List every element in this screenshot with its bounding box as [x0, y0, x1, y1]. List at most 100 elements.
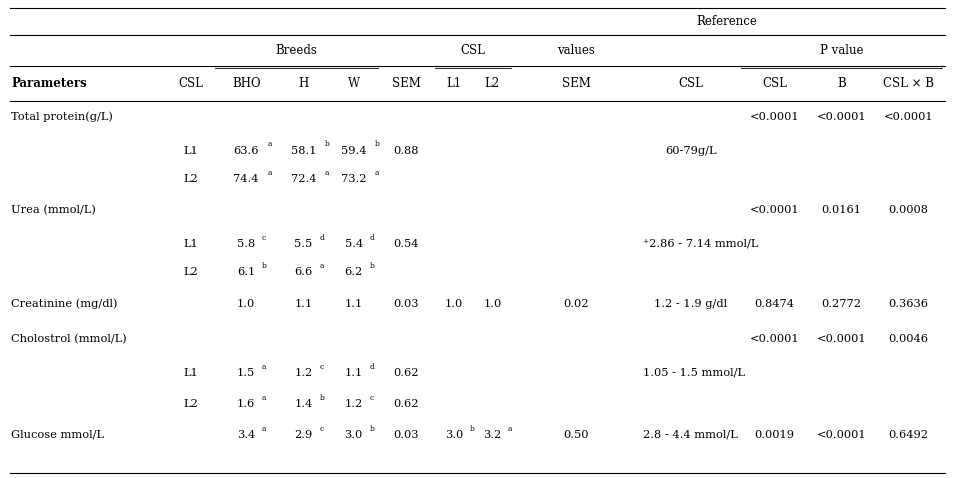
Text: 3.0: 3.0 — [344, 430, 363, 440]
Text: b: b — [369, 425, 375, 433]
Text: SEM: SEM — [392, 77, 421, 90]
Text: d: d — [319, 234, 324, 241]
Text: 1.1: 1.1 — [344, 368, 363, 378]
Text: 0.2772: 0.2772 — [821, 299, 861, 308]
Text: CSL: CSL — [179, 77, 204, 90]
Text: a: a — [262, 363, 267, 370]
Text: 1.6: 1.6 — [237, 399, 255, 409]
Text: 1.05 - 1.5 mmol/L: 1.05 - 1.5 mmol/L — [643, 368, 746, 378]
Text: 0.02: 0.02 — [563, 299, 589, 308]
Text: 5.8: 5.8 — [237, 239, 255, 249]
Text: a: a — [267, 169, 272, 177]
Text: 1.2 - 1.9 g/dl: 1.2 - 1.9 g/dl — [654, 299, 728, 308]
Text: <0.0001: <0.0001 — [816, 430, 866, 440]
Text: b: b — [369, 262, 375, 270]
Text: 1.0: 1.0 — [483, 299, 502, 308]
Text: 1.4: 1.4 — [294, 399, 313, 409]
Text: c: c — [319, 363, 323, 370]
Text: c: c — [369, 394, 374, 402]
Text: H: H — [298, 77, 309, 90]
Text: a: a — [375, 169, 380, 177]
Text: CSL: CSL — [762, 77, 787, 90]
Text: 72.4: 72.4 — [291, 174, 316, 184]
Text: BHO: BHO — [232, 77, 260, 90]
Text: <0.0001: <0.0001 — [816, 112, 866, 122]
Text: a: a — [267, 141, 272, 148]
Text: c: c — [319, 425, 323, 433]
Text: 3.0: 3.0 — [445, 430, 464, 440]
Text: 0.03: 0.03 — [394, 430, 419, 440]
Text: <0.0001: <0.0001 — [750, 112, 799, 122]
Text: L2: L2 — [485, 77, 500, 90]
Text: 1.1: 1.1 — [294, 299, 313, 308]
Text: CSL: CSL — [678, 77, 704, 90]
Text: b: b — [375, 141, 380, 148]
Text: <0.0001: <0.0001 — [816, 335, 866, 344]
Text: 1.2: 1.2 — [294, 368, 313, 378]
Text: L2: L2 — [184, 174, 199, 184]
Text: 6.1: 6.1 — [237, 268, 255, 277]
Text: 0.62: 0.62 — [394, 399, 419, 409]
Text: Reference: Reference — [696, 15, 757, 28]
Text: 0.54: 0.54 — [394, 239, 419, 249]
Text: b: b — [470, 425, 475, 433]
Text: 6.6: 6.6 — [294, 268, 313, 277]
Text: 73.2: 73.2 — [341, 174, 366, 184]
Text: 0.8474: 0.8474 — [754, 299, 794, 308]
Text: 1.1: 1.1 — [344, 299, 363, 308]
Text: <0.0001: <0.0001 — [883, 112, 933, 122]
Text: a: a — [324, 169, 329, 177]
Text: values: values — [557, 43, 595, 57]
Text: 74.4: 74.4 — [233, 174, 259, 184]
Text: 0.0008: 0.0008 — [888, 206, 928, 215]
Text: L1: L1 — [184, 146, 199, 155]
Text: 0.50: 0.50 — [563, 430, 589, 440]
Text: 2.9: 2.9 — [294, 430, 313, 440]
Text: c: c — [262, 234, 266, 241]
Text: b: b — [324, 141, 330, 148]
Text: 59.4: 59.4 — [341, 146, 366, 155]
Text: 5.5: 5.5 — [294, 239, 313, 249]
Text: 0.88: 0.88 — [394, 146, 419, 155]
Text: L2: L2 — [184, 399, 199, 409]
Text: B: B — [836, 77, 846, 90]
Text: 60-79g/L: 60-79g/L — [665, 146, 716, 155]
Text: L1: L1 — [184, 239, 199, 249]
Text: 2.8 - 4.4 mmol/L: 2.8 - 4.4 mmol/L — [643, 430, 738, 440]
Text: W: W — [348, 77, 359, 90]
Text: L1: L1 — [446, 77, 462, 90]
Text: 5.4: 5.4 — [344, 239, 363, 249]
Text: 0.0046: 0.0046 — [888, 335, 928, 344]
Text: 6.2: 6.2 — [344, 268, 363, 277]
Text: <0.0001: <0.0001 — [750, 335, 799, 344]
Text: 1.0: 1.0 — [237, 299, 255, 308]
Text: <0.0001: <0.0001 — [750, 206, 799, 215]
Text: 0.62: 0.62 — [394, 368, 419, 378]
Text: 0.0161: 0.0161 — [821, 206, 861, 215]
Text: Breeds: Breeds — [275, 43, 317, 57]
Text: a: a — [262, 394, 267, 402]
Text: Creatinine (mg/dl): Creatinine (mg/dl) — [11, 298, 118, 309]
Text: 63.6: 63.6 — [233, 146, 259, 155]
Text: L2: L2 — [184, 268, 199, 277]
Text: 58.1: 58.1 — [291, 146, 316, 155]
Text: Urea (mmol/L): Urea (mmol/L) — [11, 205, 97, 216]
Text: Glucose mmol/L: Glucose mmol/L — [11, 430, 104, 440]
Text: L1: L1 — [184, 368, 199, 378]
Text: 0.0019: 0.0019 — [754, 430, 794, 440]
Text: 0.3636: 0.3636 — [888, 299, 928, 308]
Text: ⁺2.86 - 7.14 mmol/L: ⁺2.86 - 7.14 mmol/L — [643, 239, 759, 249]
Text: d: d — [369, 234, 375, 241]
Text: CSL × B: CSL × B — [882, 77, 934, 90]
Text: Parameters: Parameters — [11, 77, 87, 90]
Text: 1.5: 1.5 — [237, 368, 255, 378]
Text: 3.2: 3.2 — [483, 430, 502, 440]
Text: Total protein(g/L): Total protein(g/L) — [11, 112, 114, 122]
Text: a: a — [262, 425, 267, 433]
Text: b: b — [319, 394, 324, 402]
Text: 1.2: 1.2 — [344, 399, 363, 409]
Text: SEM: SEM — [561, 77, 591, 90]
Text: b: b — [262, 262, 267, 270]
Text: 0.6492: 0.6492 — [888, 430, 928, 440]
Text: d: d — [369, 363, 375, 370]
